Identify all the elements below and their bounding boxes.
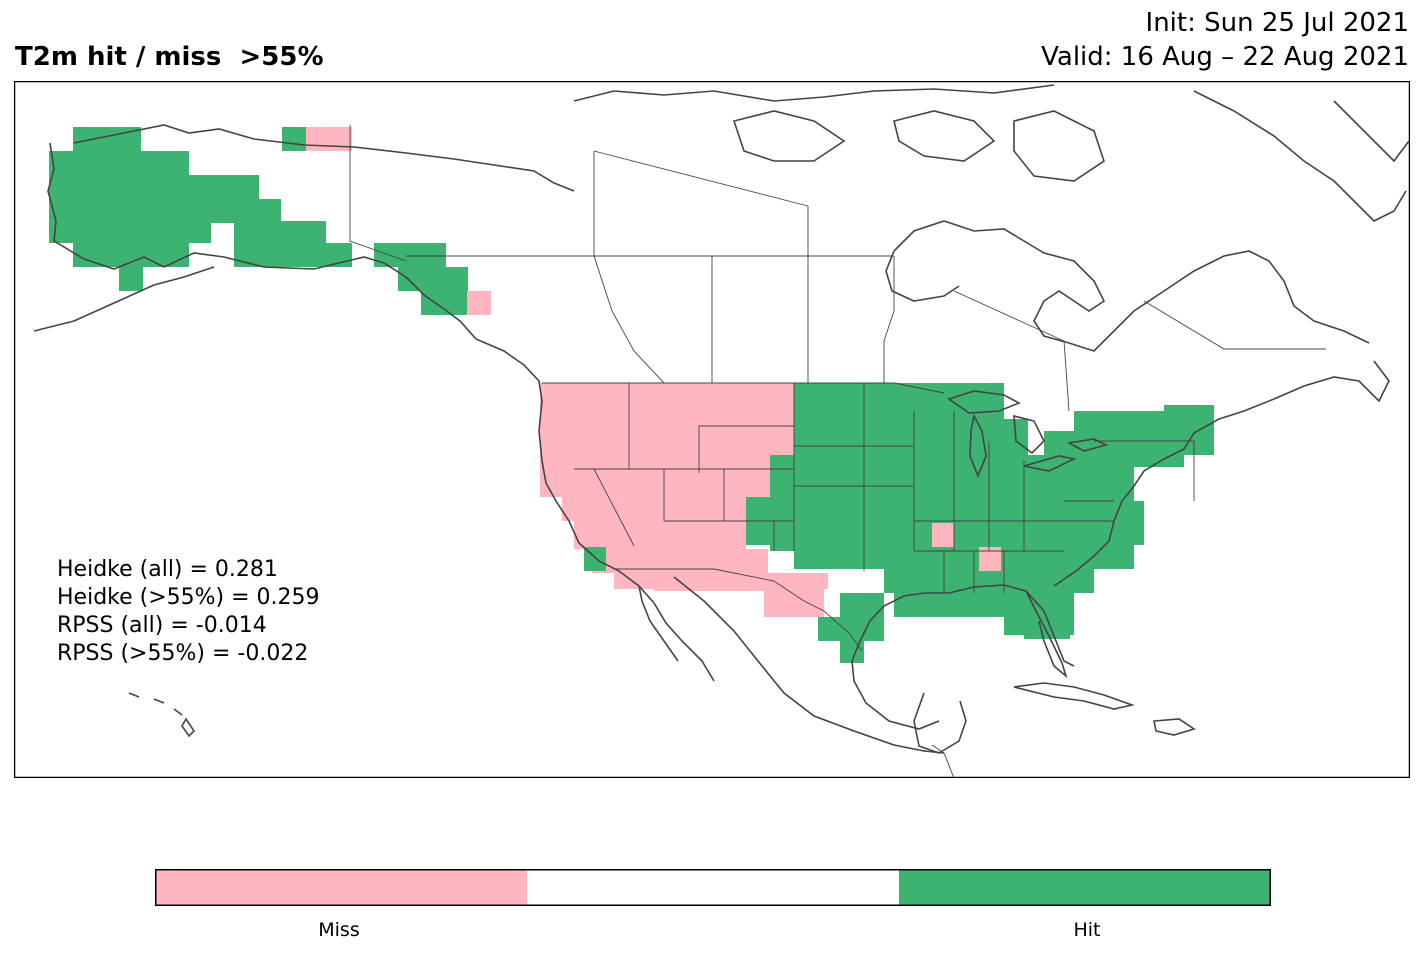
hit-cell	[398, 267, 468, 291]
map-title: T2m hit / miss >55%	[15, 42, 324, 72]
yucatan-coast	[913, 692, 967, 754]
lake-michigan	[969, 413, 987, 479]
hudson-bay-coast	[893, 220, 1115, 352]
political-borders	[349, 125, 1326, 778]
hit-cell	[1164, 405, 1214, 429]
arctic-island-a	[732, 110, 846, 162]
hit-cell	[49, 151, 189, 175]
colorbar-label-hit: Hit	[1073, 919, 1101, 941]
hit-cell	[818, 617, 884, 641]
us-state-lines	[574, 383, 1195, 593]
init-date: Init: Sun 25 Jul 2021	[1145, 8, 1409, 38]
miss-cell	[467, 291, 491, 315]
labrador-coast	[1113, 250, 1370, 344]
colorbar-neutral-segment	[527, 869, 899, 906]
alaska-canada-border	[349, 125, 407, 262]
hit-cell	[234, 243, 352, 267]
gulf-coast	[851, 584, 1075, 667]
hispaniola-coast	[1153, 718, 1196, 736]
province-line-bc-ab	[593, 151, 665, 384]
quebec-labrador-border	[1143, 300, 1326, 350]
greenland-coast	[1333, 100, 1410, 163]
hit-cell	[1114, 521, 1144, 545]
forecast-map	[14, 81, 1410, 778]
baffin-island	[1193, 90, 1407, 222]
mexico-west-coast	[673, 576, 945, 754]
hit-cell	[746, 497, 794, 521]
hit-cell	[282, 127, 306, 151]
hit-cell	[794, 455, 1054, 481]
skill-scores: Heidke (all) = 0.281 Heidke (>55%) = 0.2…	[57, 556, 320, 668]
hit-cell	[49, 199, 281, 223]
heidke-all-score: Heidke (all) = 0.281	[57, 557, 278, 582]
pacific-coast	[475, 338, 715, 682]
miss-cell	[574, 521, 746, 549]
miss-cell	[540, 383, 794, 427]
hit-cell	[49, 175, 259, 199]
baja-peninsula	[638, 585, 679, 662]
map-frame	[14, 81, 1410, 778]
aleutian-chain	[33, 266, 215, 332]
arctic-islands	[573, 84, 1055, 102]
quebec-ontario-border	[953, 290, 1070, 412]
hit-cell	[374, 243, 446, 267]
alaska-west-coast	[47, 142, 477, 340]
lake-superior	[947, 390, 1021, 414]
guatemala-border	[931, 744, 955, 778]
miss-cell	[540, 471, 770, 497]
miss-cell	[540, 427, 794, 471]
hit-miss-grid	[49, 127, 1214, 663]
canada-us-border	[542, 382, 945, 394]
hit-cell	[794, 419, 1028, 455]
hit-cell	[794, 545, 1134, 569]
miss-cell	[932, 523, 954, 547]
colorbar-frame	[155, 869, 1271, 906]
hit-cell	[794, 383, 1004, 419]
hudson-bay-west	[885, 250, 960, 302]
mexico-gulf-coast	[851, 660, 940, 730]
cuba-coast	[1013, 682, 1135, 710]
rpss-55-score: RPSS (>55%) = -0.022	[57, 641, 309, 666]
arctic-island-b	[893, 110, 996, 162]
hit-cell	[1024, 611, 1070, 639]
hit-cell	[119, 267, 143, 291]
hit-cell	[794, 481, 1044, 521]
hawaii-islands	[128, 692, 196, 738]
hit-cell	[73, 127, 141, 151]
miss-cell	[654, 551, 768, 591]
florida-coast	[1025, 590, 1068, 679]
territory-line-nwt	[593, 150, 809, 207]
miss-cell	[562, 497, 746, 521]
hit-cell	[49, 221, 211, 243]
alaska-coastline	[73, 124, 575, 192]
colorbar-label-miss: Miss	[318, 919, 360, 941]
hit-cell	[421, 291, 467, 315]
colorbar-hit-segment	[899, 869, 1271, 906]
hit-cell	[234, 221, 326, 243]
lake-ontario	[1066, 438, 1109, 452]
colorbar-miss-segment	[155, 869, 527, 906]
arctic-island-c	[1013, 110, 1105, 182]
lake-erie	[1023, 455, 1077, 472]
colorbar	[155, 869, 1271, 906]
province-line-mb-on	[883, 256, 895, 383]
miss-cell	[979, 547, 1001, 571]
heidke-55-score: Heidke (>55%) = 0.259	[57, 585, 320, 610]
coastlines	[33, 84, 1410, 754]
lake-huron	[1013, 414, 1045, 455]
rpss-all-score: RPSS (all) = -0.014	[57, 613, 267, 638]
us-mexico-border	[614, 568, 863, 652]
miss-cell	[764, 589, 824, 617]
valid-range: Valid: 16 Aug – 22 Aug 2021	[1041, 42, 1409, 72]
